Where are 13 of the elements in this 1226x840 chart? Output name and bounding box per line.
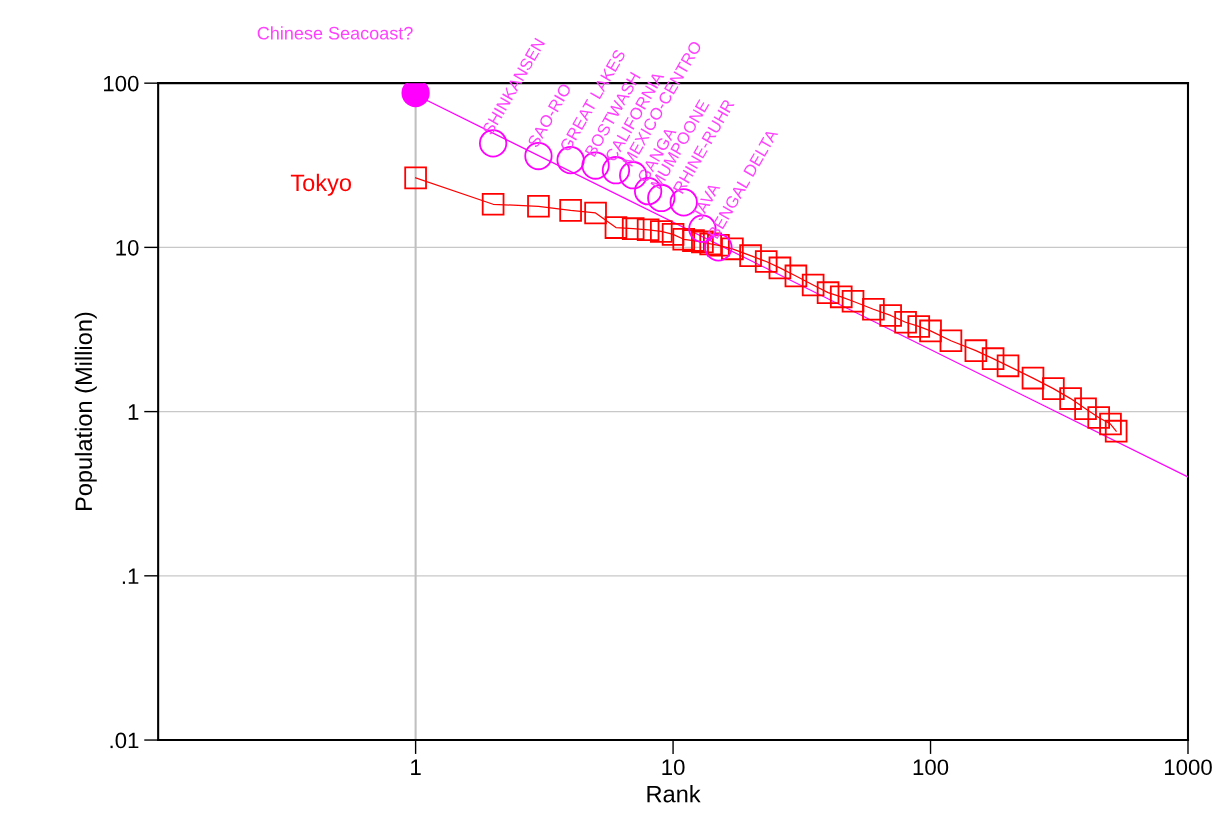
y-tick-label: 1 <box>128 404 139 420</box>
annotation: Chinese Seacoast? <box>257 26 413 40</box>
y-tick-label: .01 <box>110 732 139 749</box>
annotation: Tokyo <box>290 173 352 196</box>
y-tick-label: .1 <box>122 568 139 584</box>
y-tick-label: 10 <box>116 239 139 256</box>
x-tick-label: 1 <box>411 759 421 775</box>
y-tick-label: 100 <box>104 75 139 92</box>
x-tick-label: 1000 <box>1164 759 1212 776</box>
x-tick-label: 100 <box>913 759 949 776</box>
x-tick-label: 10 <box>662 759 685 776</box>
y-axis-title: Population (Million) <box>74 312 97 511</box>
x-axis-title: Rank <box>647 785 701 803</box>
